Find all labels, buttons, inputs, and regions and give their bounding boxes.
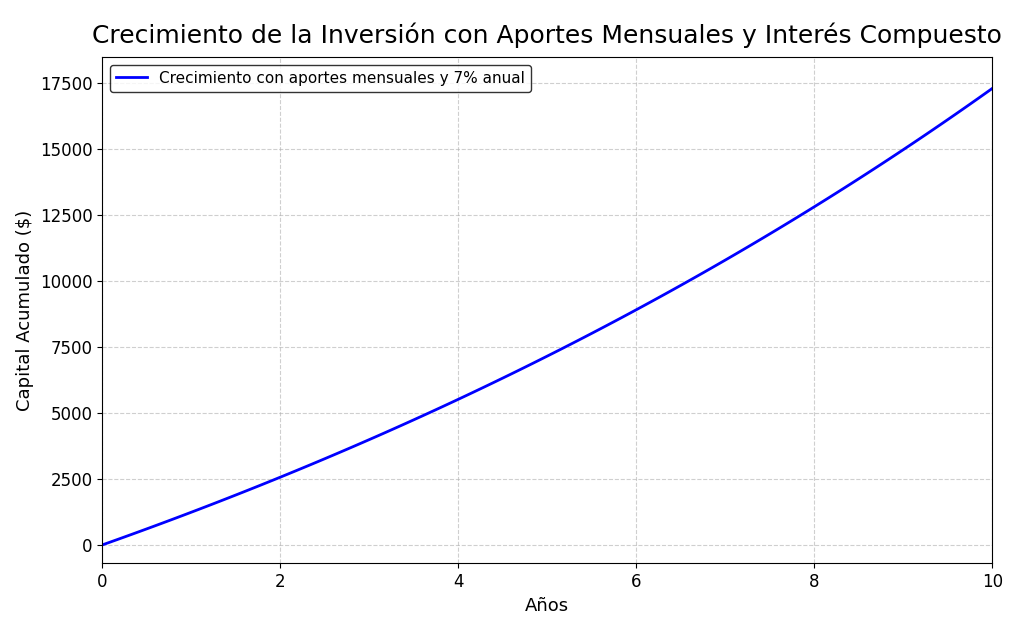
Crecimiento con aportes mensuales y 7% anual [986,85,998,92]
Legend: Crecimiento con aportes mensuales y 7% anual: Crecimiento con aportes mensuales y 7% a… [109,65,531,92]
Crecimiento con aportes mensuales y 7% anual [475,385,487,392]
X-axis label: Años: Años [525,597,570,615]
Line: Crecimiento con aportes mensuales y 7% anual: Crecimiento con aportes mensuales y 7% a… [102,89,992,545]
Y-axis label: Capital Acumulado ($): Capital Acumulado ($) [16,210,35,411]
Title: Crecimiento de la Inversión con Aportes Mensuales y Interés Compuesto: Crecimiento de la Inversión con Aportes … [92,23,1003,48]
Crecimiento con aportes mensuales y 7% anual [697,269,709,277]
Crecimiento con aportes mensuales y 7% anual [304,461,316,468]
Crecimiento con aportes mensuales y 7% anual [653,294,665,301]
Crecimiento con aportes mensuales y 7% anual [96,541,108,549]
Crecimiento con aportes mensuales y 7% anual [927,126,939,134]
Crecimiento con aportes mensuales y 7% anual [185,508,197,516]
